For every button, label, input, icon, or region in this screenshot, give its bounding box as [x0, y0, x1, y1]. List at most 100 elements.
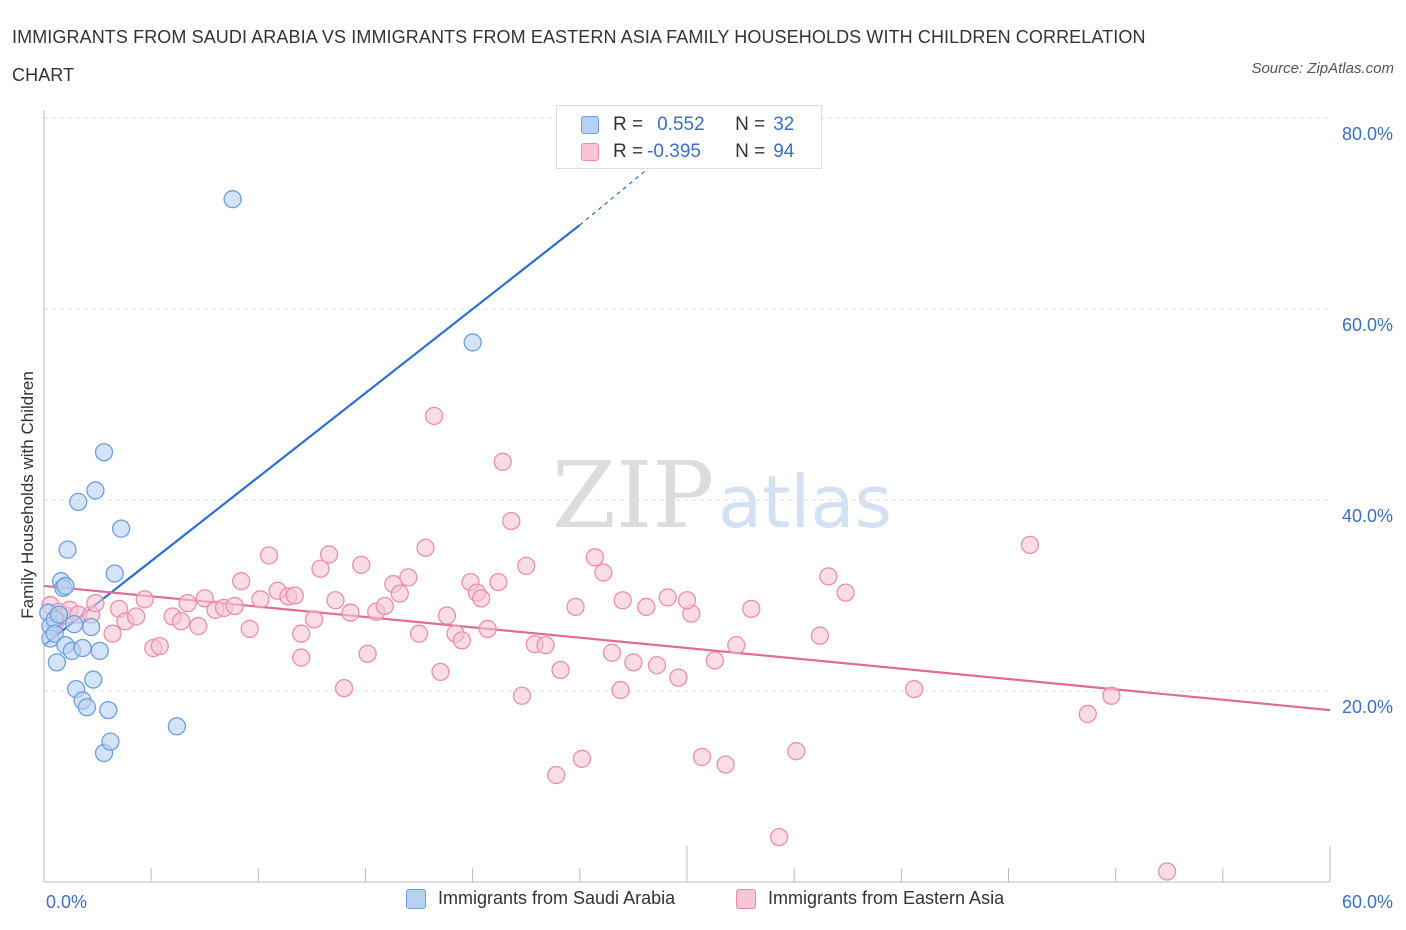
eastern-asia-point: [836, 583, 855, 602]
eastern-asia-point: [905, 679, 924, 699]
eastern-asia-point: [716, 755, 735, 774]
watermark: ZIP atlas: [552, 442, 892, 549]
eastern-asia-point: [240, 619, 259, 639]
eastern-asia-point: [1102, 686, 1121, 705]
legend-label: Immigrants from Saudi Arabia: [438, 888, 676, 908]
legend-label: Immigrants from Eastern Asia: [768, 888, 1005, 908]
eastern-asia-point: [1020, 535, 1040, 555]
eastern-asia-point: [409, 624, 429, 643]
n-value: 32: [773, 114, 795, 135]
saudi-arabia-point: [105, 564, 124, 583]
eastern-asia-point: [512, 686, 532, 705]
saudi-arabia-point: [77, 698, 97, 717]
eastern-asia-point: [611, 680, 630, 700]
saudi-arabia-trendline: [43, 224, 581, 647]
saudi-arabia-point: [73, 638, 92, 658]
eastern-asia-swatch: [581, 143, 599, 161]
saudi-arabia-point: [223, 190, 242, 209]
eastern-asia-point: [452, 631, 472, 650]
eastern-asia-point: [572, 749, 592, 768]
eastern-asia-point: [810, 626, 830, 645]
r-label: R =: [613, 114, 644, 135]
saudi-arabia-point: [167, 717, 187, 736]
legend-swatch-pink: [736, 888, 756, 909]
eastern-asia-point: [602, 643, 622, 662]
n-label: N =: [735, 141, 766, 162]
legend-swatch-blue: [406, 888, 426, 909]
saudi-arabia-point: [101, 732, 120, 751]
eastern-asia-point: [424, 406, 444, 426]
saudi-arabia-point: [58, 540, 77, 559]
eastern-asia-point: [647, 656, 667, 675]
x-tick-label: 60.0%: [1342, 892, 1393, 912]
saudi-arabia-swatch: [581, 116, 599, 134]
eastern-asia-point: [232, 572, 251, 591]
saudi-arabia-point: [56, 576, 75, 596]
r-value: -0.395: [647, 141, 701, 162]
watermark-atlas: atlas: [718, 460, 892, 544]
eastern-asia-point: [692, 747, 712, 767]
saudi-arabia-point: [90, 641, 109, 661]
eastern-asia-point: [536, 636, 555, 655]
eastern-asia-point: [517, 556, 536, 576]
saudi-arabia-trendline-extension: [579, 162, 656, 226]
stats-row-saudi-arabia: R = 0.552 N = 32: [581, 113, 794, 137]
eastern-asia-point: [742, 599, 761, 619]
n-label: N =: [735, 114, 766, 135]
eastern-asia-point: [311, 559, 330, 578]
eastern-asia-point: [1078, 704, 1097, 724]
eastern-asia-point: [437, 606, 457, 625]
r-label: R =: [613, 141, 644, 162]
eastern-asia-point: [819, 567, 838, 586]
legend-item-saudi-arabia: Immigrants from Saudi Arabia: [406, 888, 675, 909]
saudi-arabia-point: [45, 624, 64, 643]
eastern-asia-point: [727, 636, 746, 655]
saudi-arabia-point: [99, 700, 118, 720]
n-value: 94: [773, 141, 795, 162]
y-tick-label: 60.0%: [1342, 315, 1393, 335]
saudi-arabia-point: [82, 617, 101, 637]
eastern-asia-point: [259, 546, 279, 565]
saudi-arabia-point: [49, 605, 69, 624]
eastern-asia-point: [624, 653, 643, 672]
eastern-asia-point: [304, 610, 324, 629]
saudi-arabia-point: [84, 670, 103, 689]
saudi-arabia-point: [94, 443, 114, 462]
eastern-asia-point: [341, 603, 360, 622]
eastern-asia-point: [594, 563, 613, 582]
eastern-asia-point: [292, 624, 311, 643]
eastern-asia-point: [225, 596, 244, 616]
eastern-asia-point: [189, 616, 208, 636]
eastern-asia-point: [547, 765, 566, 785]
x-tick-label: 0.0%: [46, 892, 87, 912]
eastern-asia-point: [103, 624, 122, 643]
eastern-asia-point: [334, 678, 354, 698]
eastern-asia-point: [1157, 862, 1177, 881]
eastern-asia-point: [375, 596, 394, 616]
eastern-asia-point: [669, 668, 688, 687]
eastern-asia-point: [416, 538, 435, 557]
eastern-asia-point: [566, 597, 585, 617]
eastern-asia-point: [178, 593, 197, 613]
y-tick-label: 80.0%: [1342, 124, 1393, 144]
eastern-asia-point: [135, 590, 154, 609]
eastern-asia-point: [352, 555, 371, 575]
saudi-arabia-point: [463, 333, 482, 352]
eastern-asia-point: [489, 572, 508, 592]
eastern-asia-point: [787, 742, 806, 761]
watermark-zip: ZIP: [552, 442, 714, 549]
eastern-asia-point: [319, 545, 339, 564]
eastern-asia-point: [358, 644, 377, 663]
y-tick-label: 20.0%: [1342, 697, 1393, 717]
eastern-asia-point: [493, 452, 512, 471]
eastern-asia-point: [705, 651, 725, 670]
eastern-asia-point: [502, 511, 521, 531]
eastern-asia-point: [390, 584, 409, 603]
eastern-asia-point: [251, 590, 270, 609]
saudi-arabia-point: [112, 519, 131, 538]
eastern-asia-point: [677, 591, 697, 610]
eastern-asia-point: [613, 591, 632, 610]
eastern-asia-point: [326, 591, 345, 610]
saudi-arabia-point: [69, 492, 88, 512]
